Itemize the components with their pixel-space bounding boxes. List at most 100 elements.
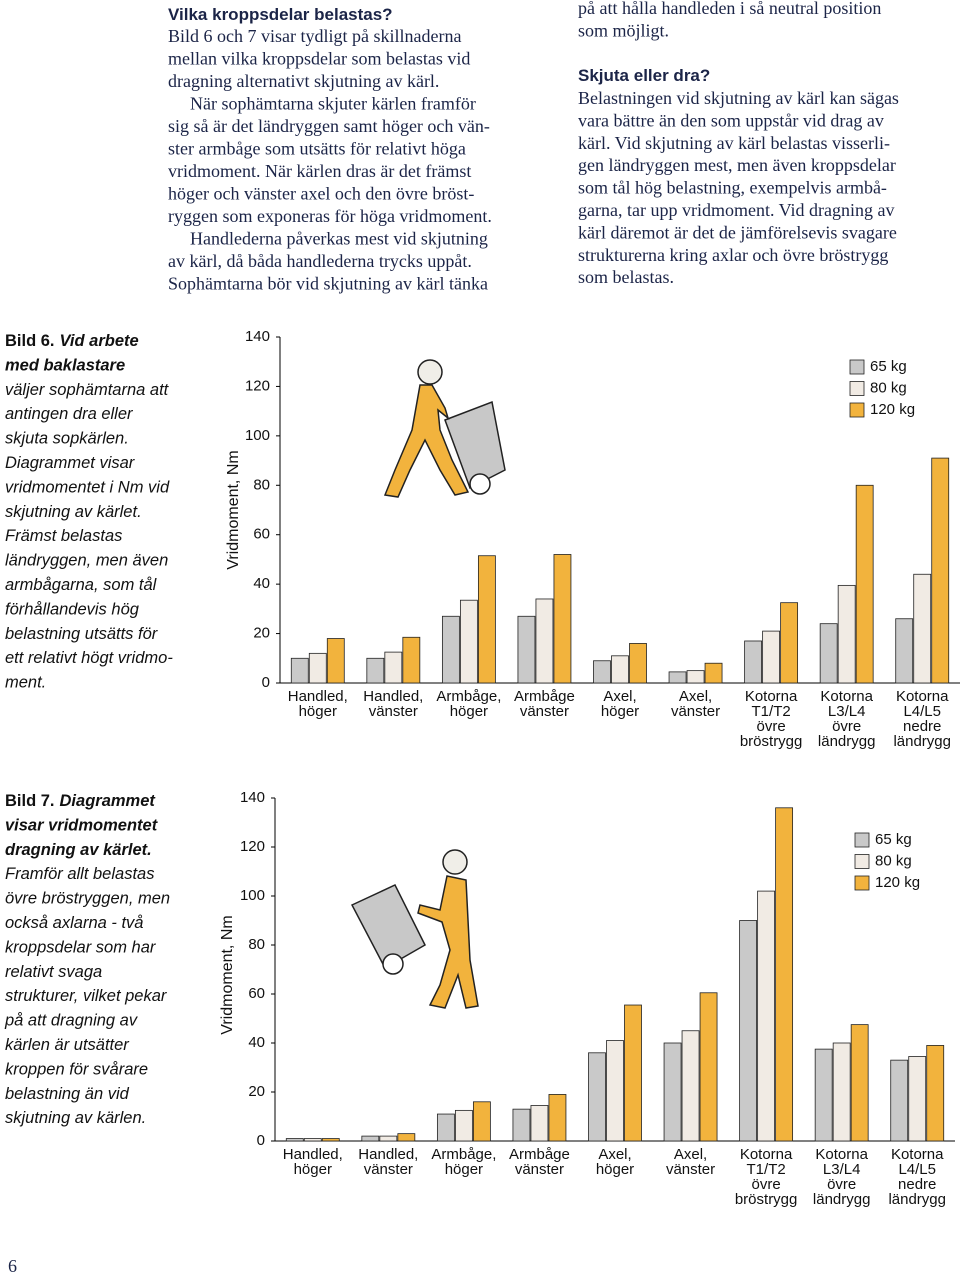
illustration-pulling: [350, 849, 479, 1009]
bar: [739, 920, 758, 1142]
legend-swatch: [849, 359, 865, 375]
x-tick-label: vänster: [671, 703, 720, 720]
text-line: vridmoment. När kärlen dras är det främs…: [168, 161, 471, 181]
bar: [553, 554, 572, 684]
caption-line: förhållandevis hög: [5, 600, 140, 618]
x-tick-label: Kotorna: [820, 688, 873, 705]
x-tick-label: höger: [601, 703, 639, 720]
bar: [663, 1042, 682, 1142]
caption-line: väljer sophämtarna att: [5, 381, 170, 399]
legend-label: 80 kg: [875, 852, 912, 869]
caption-bold-line: visar vridmomentet: [5, 816, 159, 834]
x-tick-label: ländrygg: [888, 1191, 946, 1208]
bar: [366, 657, 385, 684]
bar: [762, 630, 781, 684]
bar: [837, 584, 856, 684]
text-line: Handlederna påverkas mest vid skjutning: [190, 229, 488, 249]
bar: [326, 638, 345, 684]
caption-bold-line: Diagrammet: [60, 792, 157, 810]
bar: [780, 602, 799, 684]
x-tick-label: höger: [596, 1161, 634, 1178]
caption-line: ländryggen, men även: [5, 552, 168, 570]
bar: [593, 660, 611, 684]
y-tick-label: 40: [253, 575, 270, 592]
bar: [855, 484, 874, 684]
caption-line: antingen dra eller: [5, 405, 134, 423]
text-line: på att hålla handleden i så neutral posi…: [578, 0, 881, 18]
x-tick-label: nedre: [903, 718, 941, 735]
caption-line: relativt svaga: [5, 963, 102, 981]
bar: [361, 1135, 380, 1142]
y-tick-label: 20: [253, 625, 270, 642]
x-tick-label: bröstrygg: [740, 733, 803, 750]
text-line: ster armbåge som utsätts för relativt hö…: [168, 139, 466, 159]
caption-line: belastning utsätts för: [5, 625, 159, 643]
heading: Vilka kroppsdelar belastas?: [168, 5, 393, 24]
y-axis-label: Vridmoment, Nm: [225, 450, 242, 569]
text-line: som belastas.: [578, 267, 674, 287]
x-tick-label: Kotorna: [896, 688, 949, 705]
bar: [931, 457, 950, 684]
y-tick-label: 140: [240, 789, 265, 806]
bar: [402, 636, 421, 684]
legend-label: 120 kg: [870, 401, 915, 418]
caption-bold-line: med baklastare: [5, 356, 125, 374]
bar: [611, 655, 629, 684]
bar: [459, 599, 478, 684]
caption-line: på att dragning av: [4, 1012, 139, 1030]
bar: [850, 1024, 869, 1142]
y-tick-label: 120: [240, 838, 265, 855]
x-tick-label: ländrygg: [818, 733, 876, 750]
text-line: som tål hög belastning, exempelvis armbå…: [578, 178, 887, 198]
x-tick-label: övre: [757, 718, 786, 735]
bar: [285, 1138, 304, 1142]
x-tick-label: Kotorna: [740, 1146, 793, 1163]
bar: [686, 670, 705, 684]
caption-line: strukturer, vilket pekar: [5, 987, 168, 1005]
caption-line: kärlen är utsätter: [5, 1036, 130, 1054]
bar: [321, 1138, 340, 1142]
caption-line: ett relativt högt vridmo-: [5, 649, 173, 667]
bar: [890, 1059, 909, 1142]
text-line: Sophämtarna bör vid skjutning av kärl tä…: [168, 274, 488, 294]
y-tick-label: 40: [248, 1034, 265, 1051]
x-tick-label: Kotorna: [815, 1146, 868, 1163]
y-axis-label: Vridmoment, Nm: [219, 915, 236, 1034]
illustration-pushing: [383, 359, 506, 498]
bar: [775, 807, 794, 1142]
text-line: garna, tar upp vridmoment. Vid dragning …: [578, 200, 895, 220]
text-line: När sophämtarna skjuter kärlen framför: [190, 94, 476, 114]
caption-line: armbågarna, som tål: [5, 576, 158, 594]
x-tick-label: höger: [294, 1161, 332, 1178]
caption-line: också axlarna - två: [5, 914, 143, 932]
text-line: av kärl, då båda handlederna trycks uppå…: [168, 251, 472, 271]
y-tick-label: 80: [253, 476, 270, 493]
bar: [384, 651, 403, 684]
bar: [308, 652, 327, 684]
caption-label: Bild 7.: [5, 792, 55, 810]
x-tick-label: övre: [827, 1176, 856, 1193]
bar: [819, 623, 838, 684]
x-tick-label: höger: [445, 1161, 483, 1178]
caption-label: Bild 6.: [5, 332, 55, 350]
legend-label: 80 kg: [870, 379, 907, 396]
caption-line: ment.: [5, 674, 46, 692]
caption-line: skjutning av kärlen.: [5, 1109, 146, 1127]
bar: [512, 1108, 531, 1142]
text-line: dragning alternativt skjutning av kärl.: [168, 71, 439, 91]
bar: [379, 1135, 398, 1142]
y-tick-label: 20: [248, 1083, 265, 1100]
bar: [606, 1040, 624, 1142]
text-line: strukturerna kring axlar och övre bröstr…: [578, 245, 888, 265]
x-tick-label: Armbåge: [509, 1146, 570, 1163]
text-line: Bild 6 och 7 visar tydligt på skillnader…: [168, 26, 461, 46]
x-tick-label: bröstrygg: [735, 1191, 798, 1208]
caption-bold-line: dragning av kärlet.: [5, 841, 152, 859]
text-line: kärl. Vid skjutning av kärl belastas vis…: [578, 133, 890, 153]
x-tick-label: ländrygg: [813, 1191, 871, 1208]
x-tick-label: Armbåge,: [436, 688, 501, 705]
legend-label: 65 kg: [875, 831, 912, 848]
page-number: 6: [8, 1256, 17, 1276]
bar: [436, 1113, 455, 1142]
